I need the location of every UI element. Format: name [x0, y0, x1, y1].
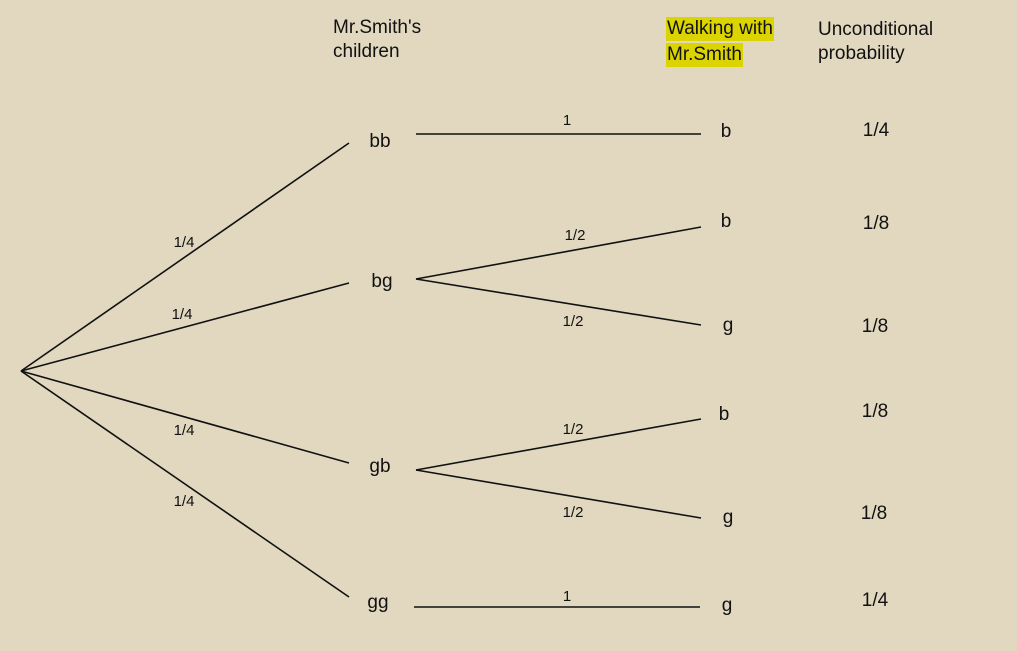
branch-prob-bb: 1/4	[174, 234, 195, 251]
branch-line-gb	[20, 370, 350, 464]
node-gb: gb	[369, 456, 390, 477]
header-children-line-2: children	[333, 41, 400, 62]
branch-line-bg	[20, 282, 350, 372]
branch-line-bg-2	[415, 226, 702, 280]
leaf-bb-1: b	[721, 121, 732, 142]
header-walking-line-1: Walking with	[666, 17, 774, 41]
header-children-line-1: Mr.Smith's	[333, 17, 422, 38]
node-bb: bb	[369, 131, 390, 152]
branch-prob-bg: 1/4	[172, 306, 193, 323]
branch-prob-gb: 1/4	[174, 422, 195, 439]
unconditional-prob-bg-2: 1/8	[863, 213, 889, 234]
header-children: Mr.Smith's children	[333, 16, 421, 64]
node-bg: bg	[371, 271, 392, 292]
branch-prob-bb-1: 1	[563, 112, 571, 129]
leaf-gg-6: g	[722, 595, 733, 616]
node-gg: gg	[367, 592, 388, 613]
unconditional-prob-gb-5: 1/8	[861, 503, 887, 524]
branch-prob-gb-4: 1/2	[563, 421, 584, 438]
branch-line-gg	[20, 370, 350, 598]
unconditional-prob-gg-6: 1/4	[862, 590, 889, 611]
leaf-gb-5: g	[723, 507, 734, 528]
branch-prob-gg-6: 1	[563, 588, 571, 605]
leaf-bg-3: g	[723, 315, 734, 336]
unconditional-prob-gb-4: 1/8	[862, 401, 888, 422]
branch-line-gb-5	[415, 469, 702, 519]
leaf-gb-4: b	[719, 404, 730, 425]
header-walking-with: Walking with Mr.Smith	[666, 17, 774, 69]
branch-prob-gb-5: 1/2	[563, 504, 584, 521]
branch-line-bb	[20, 142, 350, 372]
header-unconditional-line-1: Unconditional	[818, 19, 934, 40]
branch-line-gb-4	[415, 418, 702, 471]
header-unconditional-probability: Unconditional probability	[818, 18, 933, 66]
header-unconditional-line-2: probability	[818, 43, 905, 64]
leaf-bg-2: b	[721, 211, 732, 232]
branch-prob-gg: 1/4	[174, 493, 195, 510]
header-walking-line-2: Mr.Smith	[666, 43, 743, 67]
branch-line-bg-3	[415, 278, 702, 326]
unconditional-prob-bg-3: 1/8	[862, 316, 888, 337]
unconditional-prob-bb-1: 1/4	[863, 120, 890, 141]
branch-prob-bg-2: 1/2	[565, 227, 586, 244]
branch-prob-bg-3: 1/2	[563, 313, 584, 330]
